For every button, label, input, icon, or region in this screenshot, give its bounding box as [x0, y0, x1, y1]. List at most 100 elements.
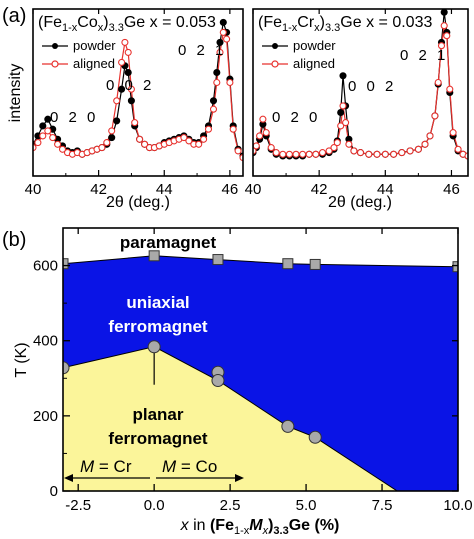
- data-point-aligned: [49, 134, 57, 142]
- data-point-aligned: [299, 150, 307, 158]
- data-point-powder: [440, 9, 448, 16]
- data-point-powder: [337, 108, 345, 117]
- planar-label-line2: ferromagnet: [108, 429, 208, 448]
- data-point-aligned: [350, 147, 358, 155]
- data-point-aligned: [305, 150, 313, 158]
- x-tick-label: 42: [311, 181, 328, 198]
- curie-point: [63, 258, 69, 270]
- plot-frame: [62, 227, 459, 492]
- co-arrow-label: M = Co: [162, 457, 217, 476]
- data-point-aligned: [437, 42, 446, 50]
- x-tick-label: -2.5: [65, 497, 91, 514]
- spin-reorientation-point: [211, 374, 225, 388]
- curie-point: [452, 261, 458, 273]
- data-point-aligned: [440, 22, 448, 30]
- data-point-aligned: [58, 145, 67, 153]
- x-tick-label: 44: [377, 181, 394, 198]
- data-point-aligned: [118, 58, 126, 66]
- spin-reorientation-point: [308, 430, 322, 444]
- data-point-aligned: [426, 132, 434, 140]
- data-point-powder: [127, 97, 135, 105]
- data-point-aligned: [209, 105, 218, 113]
- data-point-powder: [216, 38, 224, 46]
- legend-marker-aligned: [271, 60, 279, 68]
- x-tick-label: 7.5: [372, 497, 393, 514]
- data-point-aligned: [454, 145, 462, 153]
- y-tick-label: 0: [50, 483, 58, 500]
- data-point-aligned: [446, 85, 454, 93]
- x-tick-label: 44: [156, 181, 173, 198]
- x-tick-label: 40: [245, 181, 262, 198]
- legend-label-aligned: aligned: [73, 56, 115, 71]
- data-point-aligned: [259, 115, 267, 123]
- data-point-aligned: [226, 78, 234, 87]
- data-point-aligned: [272, 149, 280, 157]
- peak-label-002: 0 0 2: [348, 78, 396, 95]
- spin-reorientation-point: [63, 361, 70, 375]
- data-point-aligned: [44, 127, 52, 135]
- planar-label-line1: planar: [132, 405, 183, 424]
- data-point-aligned: [434, 78, 442, 87]
- data-point-powder: [209, 97, 218, 105]
- data-point-aligned: [356, 149, 365, 157]
- cr-arrow-label: M = Cr: [80, 457, 132, 476]
- data-point-aligned: [113, 97, 121, 105]
- y-tick-label: 600: [33, 258, 58, 275]
- legend-marker-powder: [272, 43, 278, 49]
- curie-point: [309, 258, 321, 270]
- data-point-powder: [113, 117, 121, 125]
- data-point-aligned: [34, 139, 42, 147]
- data-point-aligned: [421, 140, 429, 148]
- data-point-aligned: [223, 35, 231, 43]
- data-point-aligned: [108, 127, 116, 135]
- data-point-aligned: [253, 142, 260, 150]
- phase-diagram-panel: -2.5 0.0 2.5 5.0 7.5 10.0 0 200 400 600 paramagne…: [13, 227, 473, 537]
- peak-label-002: 0 0 2: [106, 77, 154, 94]
- data-point-aligned: [127, 85, 135, 93]
- x-tick-label: 5.0: [296, 497, 317, 514]
- legend-label-aligned: aligned: [293, 56, 335, 71]
- legend-label-powder: powder: [293, 38, 336, 53]
- composition-arrows: [64, 474, 244, 482]
- data-point-aligned: [180, 134, 188, 142]
- data-point-aligned: [131, 119, 139, 127]
- data-point-powder: [108, 134, 116, 142]
- curie-point: [212, 254, 224, 266]
- data-point-aligned: [124, 48, 132, 56]
- data-point-powder: [219, 18, 227, 26]
- legend-marker-aligned: [51, 60, 59, 68]
- legend-marker-powder: [52, 43, 58, 49]
- data-point-aligned: [365, 150, 373, 158]
- data-point-aligned: [136, 135, 144, 143]
- x-axis-label: 2θ (deg.): [328, 194, 392, 211]
- x-tick-label: 46: [222, 181, 239, 198]
- data-point-aligned: [98, 144, 106, 152]
- data-point-aligned: [414, 145, 422, 153]
- peak-label-021: 0 2 1: [178, 42, 226, 59]
- legend-label-powder: powder: [73, 38, 116, 53]
- xrd-co-panel: 40 42 44 46 (Fe1-xCox)3.3Ge x = 0.053 powde…: [7, 8, 244, 211]
- data-point-aligned: [262, 129, 270, 137]
- x-axis-label: x in (Fe1-xMx)3.3Ge (%): [180, 517, 340, 537]
- x-tick-label: 40: [25, 181, 42, 198]
- planar-ferromagnet-region: [63, 346, 398, 491]
- data-point-aligned: [285, 150, 293, 158]
- data-point-aligned: [219, 28, 227, 36]
- x-tick-label: 0.0: [144, 497, 165, 514]
- data-point-aligned: [381, 150, 389, 158]
- panel-b-tag: (b): [2, 229, 26, 251]
- data-point-aligned: [373, 150, 381, 158]
- x-axis-label: 2θ (deg.): [106, 194, 170, 211]
- data-point-aligned: [256, 132, 264, 140]
- x-tick-label: 46: [443, 181, 460, 198]
- data-point-aligned: [279, 150, 287, 158]
- data-point-aligned: [449, 129, 457, 137]
- data-point-aligned: [204, 125, 213, 133]
- panel-a-tag: (a): [2, 5, 26, 27]
- x-tick-label: 10.0: [443, 497, 472, 514]
- data-point-aligned: [406, 147, 414, 155]
- data-point-aligned: [234, 147, 242, 155]
- data-point-aligned: [200, 135, 208, 143]
- y-axis-label: T (K): [13, 342, 30, 377]
